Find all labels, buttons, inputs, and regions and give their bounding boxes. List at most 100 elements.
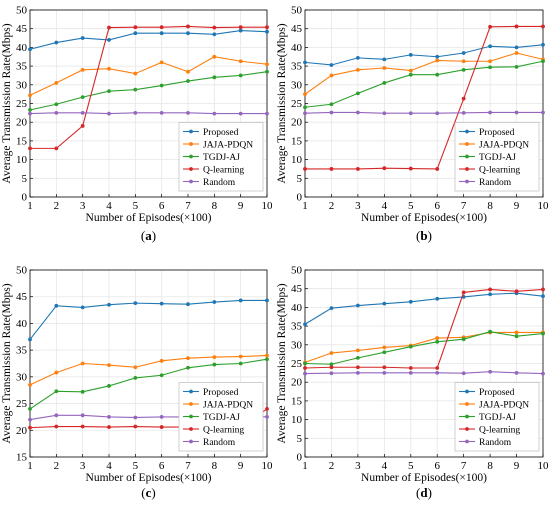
data-point-jaja-pdqn: [265, 62, 269, 67]
x-axis-label: Number of Episodes(×100): [86, 212, 212, 224]
data-point-proposed: [159, 31, 164, 36]
data-point-q-learning: [107, 25, 111, 30]
data-point-random: [159, 415, 164, 419]
data-point-random: [80, 413, 85, 418]
x-tick-label: 1: [302, 200, 308, 212]
legend-entry: JAJA-PDQN: [479, 140, 529, 150]
data-point-q-learning: [265, 407, 269, 411]
data-point-tgdj-aj: [541, 59, 545, 64]
data-point-jaja-pdqn: [54, 370, 59, 375]
y-tick-label: 30: [291, 79, 303, 91]
data-point-q-learning: [461, 96, 466, 101]
legend-entry: Proposed: [479, 128, 515, 138]
x-tick-label: 9: [238, 200, 244, 212]
data-point-tgdj-aj: [329, 362, 334, 367]
x-tick-label: 8: [487, 200, 493, 212]
data-point-tgdj-aj: [107, 384, 111, 388]
y-axis-label: Average Transmission Rate(Mbps): [1, 23, 13, 183]
data-point-q-learning: [541, 287, 545, 292]
data-point-tgdj-aj: [435, 339, 440, 344]
data-point-tgdj-aj: [133, 87, 138, 92]
data-point-tgdj-aj: [488, 329, 493, 334]
legend-swatch-marker: [189, 402, 193, 406]
data-point-proposed: [80, 36, 85, 40]
x-tick-label: 6: [434, 200, 440, 212]
data-point-proposed: [80, 305, 85, 310]
data-point-proposed: [265, 29, 269, 34]
data-point-random: [355, 110, 360, 115]
data-point-proposed: [303, 60, 307, 65]
y-tick-label: 45: [291, 283, 303, 295]
x-tick-label: 7: [461, 460, 467, 472]
data-point-tgdj-aj: [461, 337, 466, 342]
series-line-tgdj-aj: [29, 358, 268, 410]
data-point-tgdj-aj: [159, 373, 164, 378]
data-point-q-learning: [303, 366, 307, 370]
data-point-q-learning: [514, 24, 519, 29]
legend-swatch-marker: [189, 179, 193, 184]
y-tick-label: 25: [16, 398, 28, 410]
data-point-random: [435, 370, 440, 375]
x-tick-label: 8: [212, 460, 218, 472]
legend-entry: JAJA-PDQN: [203, 140, 253, 150]
data-point-q-learning: [435, 167, 440, 171]
series-line-q-learning: [304, 288, 544, 369]
y-tick-label: 0: [297, 192, 303, 204]
x-tick-label: 4: [106, 200, 112, 212]
data-point-tgdj-aj: [265, 357, 269, 362]
data-point-q-learning: [159, 25, 164, 30]
data-point-q-learning: [514, 289, 519, 294]
y-tick-label: 40: [16, 42, 28, 54]
legend-entry: JAJA-PDQN: [203, 400, 253, 410]
y-tick-label: 5: [22, 173, 28, 185]
data-point-jaja-pdqn: [212, 54, 217, 59]
x-tick-label: 9: [514, 460, 520, 472]
data-point-random: [514, 370, 519, 375]
y-tick-label: 5: [297, 433, 303, 445]
data-point-tgdj-aj: [54, 389, 59, 394]
data-point-random: [488, 369, 493, 374]
data-point-q-learning: [54, 424, 59, 429]
series-line-tgdj-aj: [29, 71, 268, 111]
data-point-random: [435, 111, 440, 116]
y-tick-label: 30: [291, 339, 303, 351]
x-tick-label: 3: [355, 200, 361, 212]
series-line-q-learning: [30, 25, 267, 149]
legend-swatch-marker: [189, 439, 193, 444]
data-point-random: [303, 371, 307, 376]
legend-swatch-marker: [465, 414, 469, 419]
x-tick-label: 5: [133, 460, 139, 472]
legend-entry: Q-learning: [203, 165, 244, 175]
y-tick-label: 35: [16, 61, 28, 73]
y-tick-label: 0: [22, 192, 28, 204]
data-point-tgdj-aj: [355, 91, 360, 96]
data-point-proposed: [355, 55, 360, 60]
data-point-tgdj-aj: [514, 334, 519, 339]
panel-label: (c): [141, 485, 155, 500]
data-point-proposed: [238, 298, 243, 303]
data-point-q-learning: [329, 365, 334, 370]
data-point-jaja-pdqn: [514, 330, 519, 335]
y-tick-label: 45: [16, 23, 28, 35]
data-point-q-learning: [265, 25, 269, 30]
data-point-q-learning: [303, 167, 307, 171]
series-line-tgdj-aj: [304, 331, 544, 365]
legend-swatch-marker: [189, 129, 193, 134]
data-point-proposed: [461, 51, 466, 55]
legend-swatch-marker: [189, 167, 193, 171]
legend-swatch-marker: [465, 167, 469, 171]
data-point-jaja-pdqn: [265, 353, 269, 358]
legend-entry: Proposed: [203, 128, 239, 138]
data-point-random: [488, 110, 493, 115]
legend-swatch-marker: [465, 142, 469, 146]
data-point-proposed: [435, 296, 440, 301]
legend-swatch-marker: [465, 389, 469, 394]
data-point-jaja-pdqn: [107, 66, 111, 71]
y-axis-label: Average Transmission Rate(Mbps): [276, 283, 288, 443]
data-point-random: [355, 370, 360, 375]
x-axis-label: Number of Episodes(×100): [86, 472, 212, 484]
data-point-random: [461, 371, 466, 376]
legend-swatch-marker: [189, 414, 193, 419]
data-point-q-learning: [382, 365, 387, 370]
